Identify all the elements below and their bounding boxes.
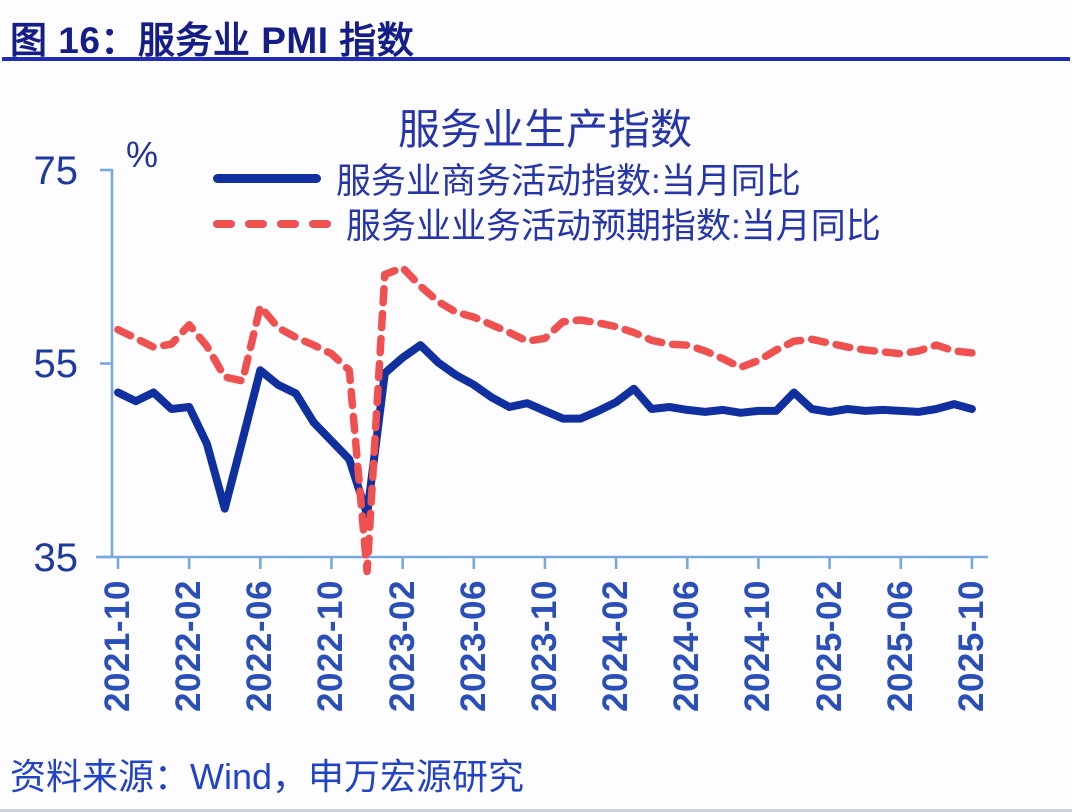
bottom-edge [0, 809, 1072, 812]
legend-swatch-dashed-line [213, 219, 331, 228]
chart-title: 服务业生产指数 [397, 106, 692, 153]
x-axis-label: 2025-02 [809, 580, 849, 712]
x-axis-label: 2022-06 [240, 580, 280, 712]
source-note: 资料来源：Wind，申万宏源研究 [10, 756, 525, 797]
x-axis-label: 2023-10 [524, 580, 564, 712]
x-axis-label: 2024-10 [738, 580, 778, 712]
x-axis-label: 2022-10 [311, 580, 351, 712]
y-axis-tick-label: 35 [33, 536, 79, 580]
legend-label: 服务业业务活动预期指数:当月同比 [346, 207, 881, 246]
x-axis-label: 2023-06 [453, 580, 493, 712]
y-axis-unit-label: % [126, 134, 159, 175]
x-axis-label: 2022-02 [169, 580, 209, 712]
x-axis-label: 2024-06 [667, 580, 707, 712]
x-ticks [116, 557, 974, 569]
legend-swatch-solid-line [213, 174, 321, 183]
legend-row-expectation: 服务业业务活动预期指数:当月同比 [213, 201, 881, 246]
plot-area [96, 168, 988, 576]
axes [96, 168, 988, 559]
figure-title: 图 16：服务业 PMI 指数 [10, 20, 415, 61]
series-line-expectation [114, 263, 976, 576]
legend-label: 服务业商务活动指数:当月同比 [336, 162, 801, 201]
x-axis-label: 2025-10 [951, 580, 991, 712]
x-axis-label: 2025-06 [880, 580, 920, 712]
y-axis-tick-label: 55 [33, 342, 79, 386]
y-axis-tick-label: 75 [33, 149, 79, 193]
legend: 服务业商务活动指数:当月同比 服务业业务活动预期指数:当月同比 [213, 156, 881, 246]
series-line-business-activity [114, 341, 976, 519]
x-axis-label: 2021-10 [98, 580, 137, 712]
x-axis-label: 2024-02 [596, 580, 636, 712]
legend-row-business-activity: 服务业商务活动指数:当月同比 [213, 156, 881, 201]
x-axis-label: 2023-02 [382, 580, 422, 712]
title-underline [2, 57, 1070, 61]
